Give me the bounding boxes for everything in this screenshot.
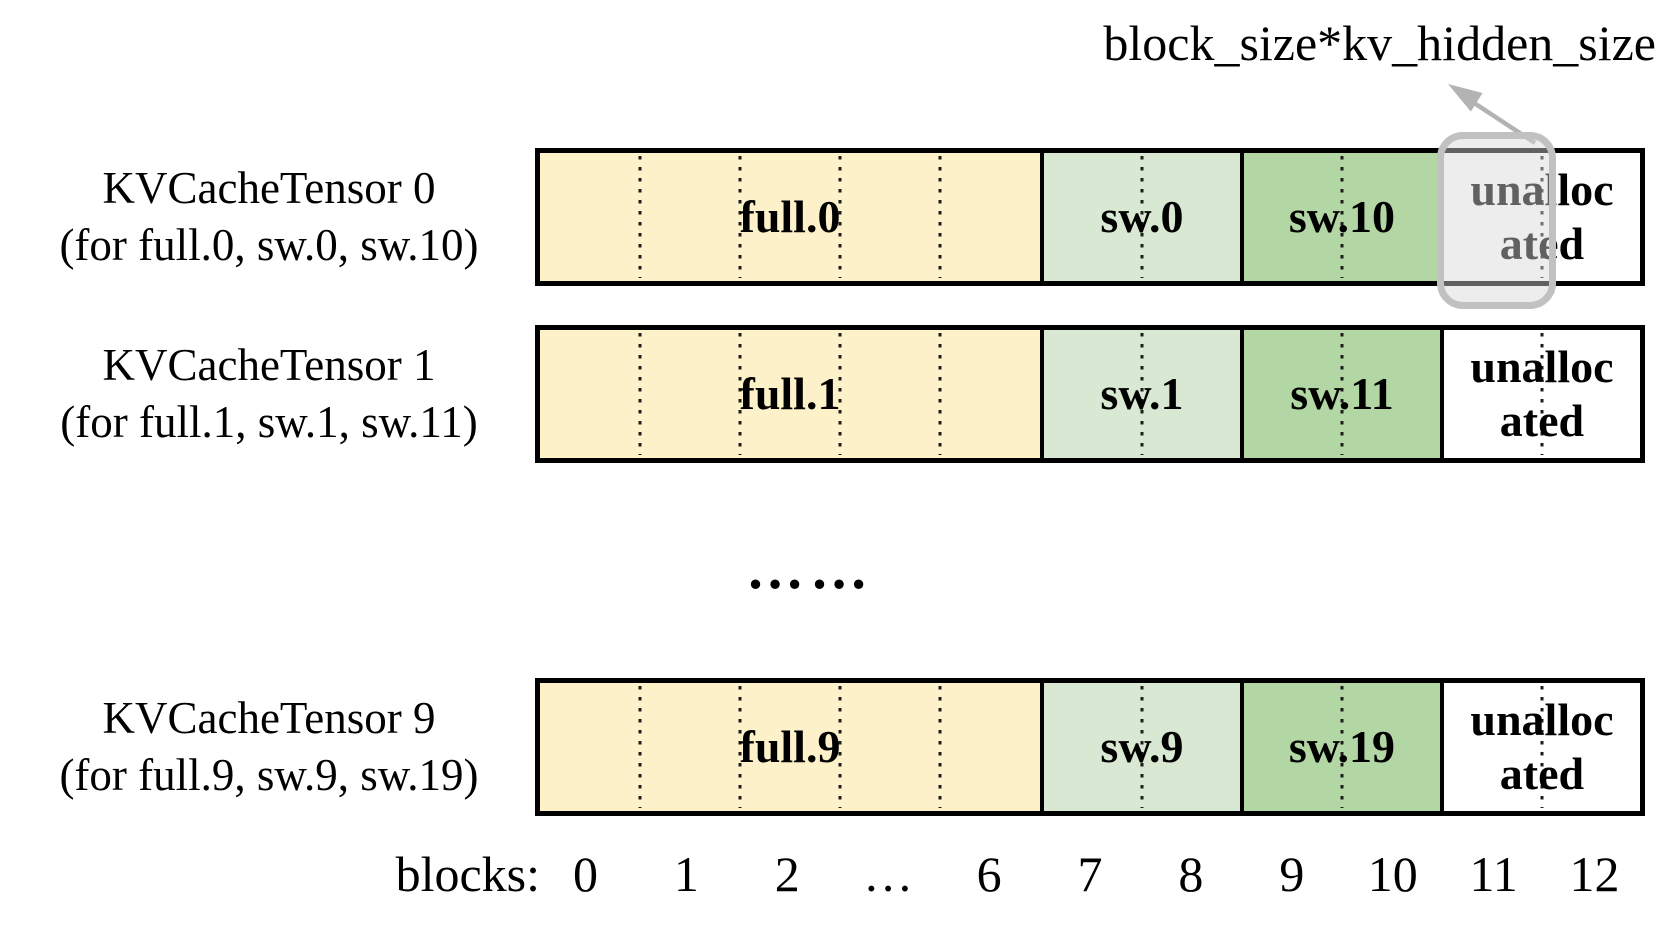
block-separator: [938, 686, 942, 808]
cell-unallocated-9: unallocated: [1439, 683, 1640, 811]
block-separator: [738, 686, 742, 808]
kv-cache-bar-9: full.9 sw.9 sw.19 unallocated: [535, 678, 1645, 816]
block-separator: [1540, 156, 1544, 278]
cell-label: full.9: [739, 721, 841, 772]
block-size-annotation: block_size*kv_hidden_size: [1103, 15, 1656, 71]
tensor-label-1: KVCacheTensor 1 (for full.1, sw.1, sw.11…: [20, 337, 518, 451]
block-separator: [1540, 686, 1544, 808]
cell-label: sw.1: [1100, 368, 1184, 419]
axis-tick: 1: [673, 846, 699, 902]
tensor-title: KVCacheTensor 0: [102, 163, 436, 213]
tensor-subtitle: (for full.9, sw.9, sw.19): [59, 750, 479, 800]
axis-tick: 10: [1367, 846, 1418, 902]
block-separator: [1140, 686, 1144, 808]
cell-label: sw.11: [1290, 368, 1394, 419]
axis-tick: 8: [1178, 846, 1204, 902]
cell-label: sw.9: [1100, 721, 1184, 772]
axis-tick: 2: [774, 846, 800, 902]
block-separator: [1140, 156, 1144, 278]
block-separator: [1340, 686, 1344, 808]
axis-ticks: 0 1 2… 6 7 8 9 10 11 12: [535, 845, 1645, 905]
cell-label: sw.19: [1288, 721, 1395, 772]
cell-full-9: full.9: [540, 683, 1040, 811]
block-separator: [1140, 333, 1144, 455]
tensor-title: KVCacheTensor 1: [102, 340, 436, 390]
tensor-label-9: KVCacheTensor 9 (for full.9, sw.9, sw.19…: [20, 690, 518, 804]
cell-label: unallocated: [1470, 694, 1614, 799]
axis-tick: 6: [976, 846, 1002, 902]
cell-label: sw.10: [1288, 191, 1395, 242]
axis-tick: 9: [1279, 846, 1305, 902]
block-separator: [738, 156, 742, 278]
block-separator: [638, 333, 642, 455]
cell-label: unallocated: [1470, 341, 1614, 446]
axis-tick: 0: [572, 846, 598, 902]
tensor-subtitle: (for full.0, sw.0, sw.10): [59, 220, 479, 270]
cell-label: unallocated: [1470, 164, 1614, 269]
cell-label: sw.0: [1100, 191, 1184, 242]
kv-cache-bar-1: full.1 sw.1 sw.11 unallocated: [535, 325, 1645, 463]
cell-full-1: full.1: [540, 330, 1040, 458]
cell-sw-10: sw.10: [1239, 153, 1440, 281]
block-separator: [838, 333, 842, 455]
block-separator: [1540, 333, 1544, 455]
axis-tick: 11: [1469, 846, 1518, 902]
block-separator: [938, 333, 942, 455]
block-separator: [938, 156, 942, 278]
block-separator: [638, 686, 642, 808]
block-separator: [1340, 156, 1344, 278]
rows-ellipsis: ……: [746, 536, 874, 601]
cell-unallocated-1: unallocated: [1439, 330, 1640, 458]
block-separator: [738, 333, 742, 455]
axis-tick: 7: [1077, 846, 1103, 902]
cell-sw-1: sw.1: [1039, 330, 1240, 458]
cell-sw-9: sw.9: [1039, 683, 1240, 811]
axis-tick: …: [863, 846, 914, 902]
block-size-highlight-box: [1437, 132, 1556, 309]
cell-unallocated-0: unallocated: [1439, 153, 1640, 281]
cell-label: full.0: [739, 191, 841, 242]
cell-full-0: full.0: [540, 153, 1040, 281]
kv-cache-bar-0: full.0 sw.0 sw.10 unallocated: [535, 148, 1645, 286]
tensor-subtitle: (for full.1, sw.1, sw.11): [60, 397, 478, 447]
block-separator: [1340, 333, 1344, 455]
block-separator: [838, 686, 842, 808]
cell-label: full.1: [739, 368, 841, 419]
block-separator: [838, 156, 842, 278]
blocks-axis-label: blocks:: [395, 846, 540, 902]
tensor-label-0: KVCacheTensor 0 (for full.0, sw.0, sw.10…: [20, 160, 518, 274]
axis-tick: 12: [1569, 846, 1620, 902]
cell-sw-19: sw.19: [1239, 683, 1440, 811]
tensor-title: KVCacheTensor 9: [102, 693, 436, 743]
block-separator: [638, 156, 642, 278]
cell-sw-11: sw.11: [1239, 330, 1440, 458]
cell-sw-0: sw.0: [1039, 153, 1240, 281]
